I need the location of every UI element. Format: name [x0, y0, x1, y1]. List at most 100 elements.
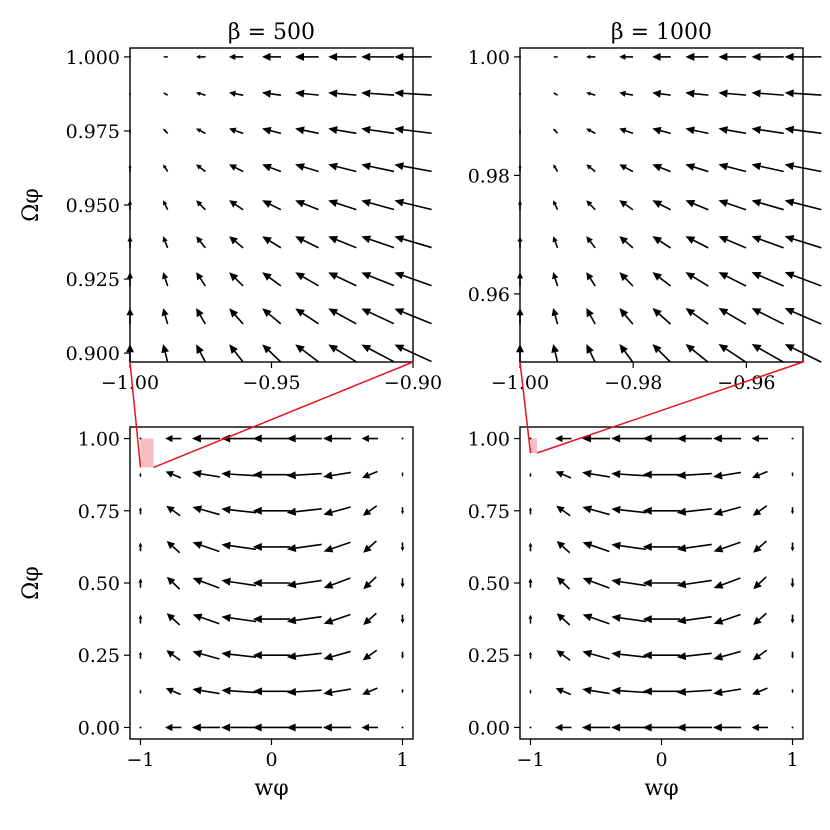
arrow	[752, 470, 768, 479]
arrow	[401, 726, 404, 729]
arrow	[394, 308, 432, 325]
x-axis-label: wφ	[644, 776, 678, 801]
arrow	[196, 164, 206, 173]
y-tick-label: 1.00	[468, 429, 510, 451]
arrow	[229, 90, 244, 97]
arrow	[262, 89, 282, 98]
arrow	[394, 125, 432, 135]
arrow	[586, 200, 596, 211]
arrow	[262, 126, 282, 135]
x-tick-label: 1	[396, 749, 408, 771]
x-tick-label: 1	[786, 749, 798, 771]
y-tick-label: 0.50	[78, 573, 120, 595]
arrow	[586, 91, 596, 96]
arrow	[713, 577, 741, 589]
arrow	[192, 577, 220, 589]
arrow	[196, 344, 207, 363]
arrow	[229, 236, 244, 249]
arrow	[400, 614, 405, 624]
arrow	[229, 272, 244, 287]
arrow	[619, 53, 634, 60]
panel-title: β = 1000	[611, 20, 712, 45]
arrow	[252, 687, 291, 696]
arrow	[555, 687, 572, 696]
arrow	[712, 723, 742, 732]
arrow	[221, 470, 257, 479]
arrow	[676, 615, 712, 625]
zoom-region-highlight	[530, 438, 538, 453]
arrow	[401, 472, 404, 477]
arrow	[611, 577, 647, 587]
arrow	[262, 308, 282, 325]
y-tick-label: 0.98	[468, 165, 510, 187]
arrow	[642, 434, 681, 443]
x-tick-label: −0.98	[604, 372, 662, 394]
x-tick-label: −1.00	[491, 372, 549, 394]
arrow	[286, 471, 322, 480]
arrow	[586, 236, 596, 249]
arrow	[751, 235, 784, 249]
arrow	[262, 200, 282, 211]
arrow	[252, 615, 291, 624]
arrow	[718, 52, 747, 61]
arrow	[791, 726, 794, 729]
arrow	[713, 650, 741, 661]
arrow	[295, 272, 319, 287]
arrow	[685, 89, 709, 98]
arrow	[196, 272, 207, 287]
y-tick-label: 0.975	[66, 121, 120, 143]
x-tick-label: −1	[126, 749, 154, 771]
arrow	[196, 200, 206, 211]
arrow	[362, 649, 378, 661]
arrow	[138, 578, 143, 588]
arrow	[753, 612, 767, 625]
arrow	[328, 52, 357, 61]
arrow	[528, 542, 533, 552]
y-tick-label: 0.96	[468, 284, 510, 306]
arrow	[751, 198, 784, 211]
arrow	[582, 650, 610, 660]
zoom-region-highlight	[140, 438, 154, 468]
arrow	[166, 505, 181, 517]
arrow	[529, 472, 532, 477]
arrow	[751, 125, 784, 135]
arrow	[582, 686, 610, 695]
arrow	[163, 200, 169, 211]
arrow	[286, 652, 322, 661]
arrow	[685, 343, 709, 363]
arrow	[611, 723, 647, 732]
arrow	[401, 689, 404, 694]
arrow	[784, 125, 822, 135]
arrow	[361, 723, 379, 732]
panel-p1000z: −1.00 −0.98 −0.96 0.96 0.98 1.00 β = 1000	[468, 20, 822, 394]
arrow	[252, 470, 291, 479]
arrow	[751, 308, 784, 325]
arrow	[139, 437, 142, 440]
arrow	[166, 541, 181, 554]
arrow	[718, 199, 747, 211]
arrow	[556, 650, 571, 661]
arrow	[553, 92, 558, 96]
arrow	[611, 505, 647, 514]
arrow	[361, 434, 378, 443]
arrow	[286, 507, 322, 516]
arrow	[752, 649, 768, 661]
arrow	[685, 126, 709, 135]
arrow	[718, 236, 747, 249]
arrow	[551, 343, 560, 363]
arrow	[586, 164, 596, 173]
arrow	[192, 686, 220, 695]
arrow	[556, 505, 571, 517]
arrow	[586, 272, 596, 287]
x-tick-label: −1	[516, 749, 544, 771]
arrow	[295, 126, 319, 135]
arrow	[713, 471, 742, 480]
arrow	[676, 471, 712, 480]
arrow	[751, 723, 769, 732]
arrow	[328, 344, 357, 363]
arrow	[328, 199, 357, 211]
arrow	[322, 723, 352, 732]
x-tick-label: −0.95	[242, 372, 300, 394]
arrow	[751, 162, 784, 173]
arrow	[642, 651, 681, 660]
